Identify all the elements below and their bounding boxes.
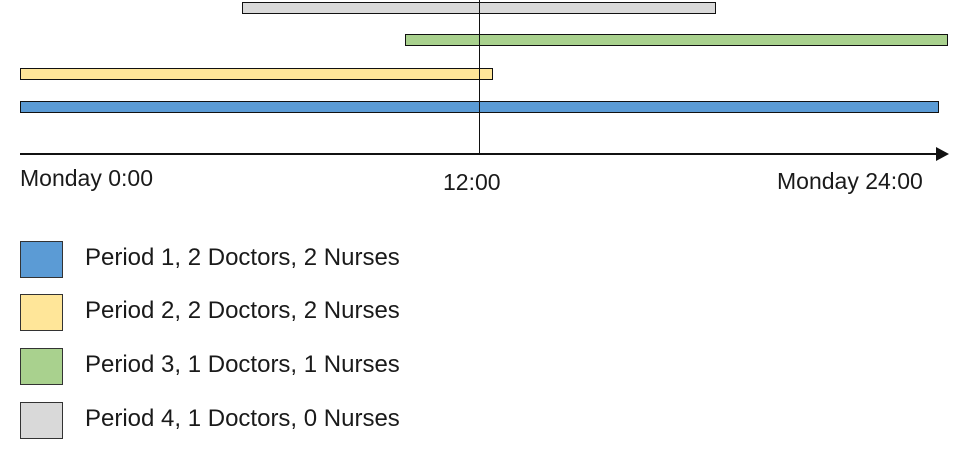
legend-swatch-period-1 [20, 241, 63, 278]
legend-swatch-period-4 [20, 402, 63, 439]
legend-label-period-3: Period 3, 1 Doctors, 1 Nurses [85, 351, 400, 378]
axis-mid-label: 12:00 [443, 169, 501, 195]
legend-label-period-4: Period 4, 1 Doctors, 0 Nurses [85, 405, 400, 432]
period-3-bar [405, 34, 948, 46]
time-axis-line [20, 153, 938, 155]
noon-marker-line [479, 0, 480, 155]
legend-label-period-1: Period 1, 2 Doctors, 2 Nurses [85, 244, 400, 271]
legend-label-period-2: Period 2, 2 Doctors, 2 Nurses [85, 297, 400, 324]
legend-swatch-period-2 [20, 294, 63, 331]
period-2-bar [20, 68, 493, 80]
legend-swatch-period-3 [20, 348, 63, 385]
time-axis-arrow-icon [936, 147, 949, 161]
axis-end-label: Monday 24:00 [777, 168, 923, 194]
axis-start-label: Monday 0:00 [20, 165, 153, 191]
